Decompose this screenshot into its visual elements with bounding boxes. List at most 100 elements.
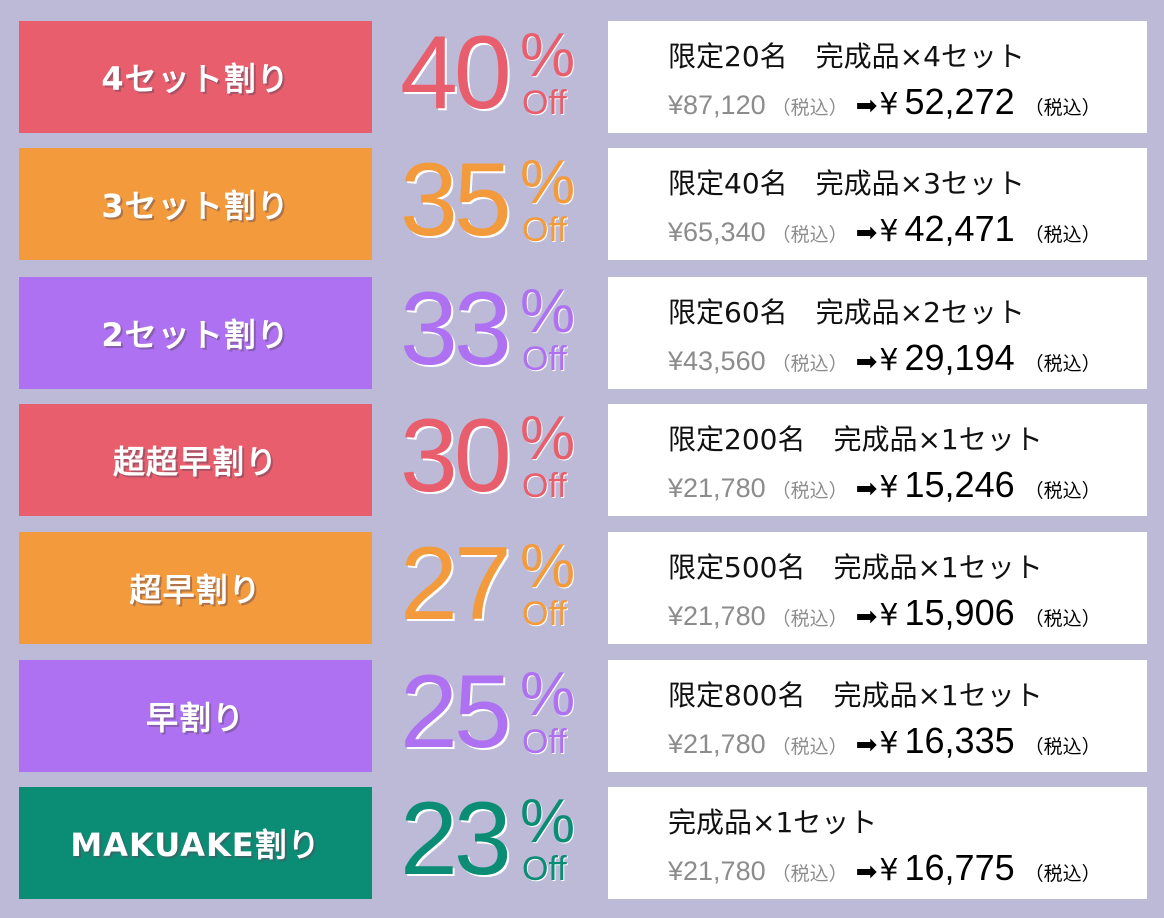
- percent-sign: %: [520, 787, 576, 856]
- limit-and-set: 完成品×1セット: [668, 806, 878, 839]
- discount-badge: 25 % Off: [395, 654, 595, 772]
- price-info-card: 限定40名 完成品×3セット ¥65,340 （税込） ➡ ¥ 42,471 （…: [608, 148, 1147, 260]
- limit-and-set: 限定60名 完成品×2セット: [668, 296, 1025, 329]
- arrow-right-icon: ➡: [855, 91, 878, 121]
- yen-sign: ¥: [879, 87, 899, 122]
- original-price: ¥21,780: [668, 856, 766, 886]
- percent-sign: %: [520, 660, 576, 729]
- discount-value: 40: [400, 15, 512, 131]
- discount-badge: 35 % Off: [395, 142, 595, 260]
- off-label: Off: [522, 467, 567, 505]
- yen-sign: ¥: [879, 343, 899, 378]
- sale-price: 16,775: [904, 847, 1015, 888]
- percent-sign: %: [520, 21, 576, 90]
- plan-label: MAKUAKE割り: [19, 787, 372, 899]
- price-info-card: 限定800名 完成品×1セット ¥21,780 （税込） ➡ ¥ 16,335 …: [608, 660, 1147, 772]
- yen-sign: ¥: [879, 726, 899, 761]
- original-price: ¥87,120: [668, 90, 766, 120]
- tax-included-note: （税込）: [771, 608, 848, 630]
- tax-included-note: （税込）: [771, 353, 848, 375]
- off-label: Off: [522, 340, 567, 378]
- price-info-card: 限定200名 完成品×1セット ¥21,780 （税込） ➡ ¥ 15,246 …: [608, 404, 1147, 516]
- tax-included-note: （税込）: [771, 97, 848, 119]
- discount-value: 33: [400, 271, 512, 387]
- limit-and-set: 限定20名 完成品×4セット: [668, 40, 1025, 73]
- arrow-right-icon: ➡: [855, 347, 878, 377]
- off-label: Off: [522, 723, 567, 761]
- yen-sign: ¥: [879, 853, 899, 888]
- tax-included-note: （税込）: [771, 224, 848, 246]
- percent-sign: %: [520, 404, 576, 473]
- yen-sign: ¥: [879, 214, 899, 249]
- arrow-right-icon: ➡: [855, 218, 878, 248]
- yen-sign: ¥: [879, 598, 899, 633]
- price-info-card: 限定20名 完成品×4セット ¥87,120 （税込） ➡ ¥ 52,272 （…: [608, 21, 1147, 133]
- plan-label: 超超早割り: [19, 404, 372, 516]
- limit-and-set: 限定500名 完成品×1セット: [668, 551, 1043, 584]
- pricing-row: 超超早割り 30 % Off 限定200名 完成品×1セット ¥21,780 （…: [0, 398, 1164, 516]
- sale-price: 15,246: [904, 464, 1015, 505]
- plan-label: 超早割り: [19, 532, 372, 644]
- arrow-right-icon: ➡: [855, 730, 878, 760]
- discount-badge: 23 % Off: [395, 781, 595, 899]
- sale-tax-included-note: （税込）: [1024, 97, 1101, 119]
- off-label: Off: [522, 850, 567, 888]
- original-price: ¥21,780: [668, 473, 766, 503]
- limit-and-set: 限定200名 完成品×1セット: [668, 423, 1043, 456]
- tax-included-note: （税込）: [771, 863, 848, 885]
- discount-badge: 30 % Off: [395, 398, 595, 516]
- sale-tax-included-note: （税込）: [1024, 224, 1101, 246]
- pricing-row: MAKUAKE割り 23 % Off 完成品×1セット ¥21,780 （税込）…: [0, 781, 1164, 899]
- price-line: ¥21,780 （税込） ➡ ¥ 16,335 （税込）: [668, 720, 1101, 762]
- tax-included-note: （税込）: [771, 480, 848, 502]
- discount-value: 30: [400, 398, 512, 514]
- sale-price: 42,471: [904, 208, 1015, 249]
- discount-badge: 33 % Off: [395, 271, 595, 389]
- percent-sign: %: [520, 532, 576, 601]
- arrow-right-icon: ➡: [855, 602, 878, 632]
- off-label: Off: [522, 595, 567, 633]
- sale-price: 15,906: [904, 592, 1015, 633]
- pricing-row: 4セット割り 40 % Off 限定20名 完成品×4セット ¥87,120 （…: [0, 15, 1164, 133]
- price-info-card: 完成品×1セット ¥21,780 （税込） ➡ ¥ 16,775 （税込）: [608, 787, 1147, 899]
- percent-sign: %: [520, 277, 576, 346]
- discount-value: 35: [400, 142, 512, 258]
- pricing-row: 2セット割り 33 % Off 限定60名 完成品×2セット ¥43,560 （…: [0, 271, 1164, 389]
- price-line: ¥65,340 （税込） ➡ ¥ 42,471 （税込）: [668, 208, 1101, 250]
- original-price: ¥21,780: [668, 601, 766, 631]
- discount-badge: 40 % Off: [395, 15, 595, 133]
- original-price: ¥65,340: [668, 217, 766, 247]
- original-price: ¥21,780: [668, 729, 766, 759]
- sale-tax-included-note: （税込）: [1024, 353, 1101, 375]
- sale-tax-included-note: （税込）: [1024, 736, 1101, 758]
- arrow-right-icon: ➡: [855, 474, 878, 504]
- sale-price: 52,272: [904, 81, 1015, 122]
- pricing-row: 超早割り 27 % Off 限定500名 完成品×1セット ¥21,780 （税…: [0, 526, 1164, 644]
- original-price: ¥43,560: [668, 346, 766, 376]
- discount-value: 23: [400, 781, 512, 897]
- tax-included-note: （税込）: [771, 736, 848, 758]
- pricing-row: 3セット割り 35 % Off 限定40名 完成品×3セット ¥65,340 （…: [0, 142, 1164, 260]
- discount-value: 25: [400, 654, 512, 770]
- percent-sign: %: [520, 148, 576, 217]
- discount-value: 27: [400, 526, 512, 642]
- price-line: ¥43,560 （税込） ➡ ¥ 29,194 （税込）: [668, 337, 1101, 379]
- price-info-card: 限定500名 完成品×1セット ¥21,780 （税込） ➡ ¥ 15,906 …: [608, 532, 1147, 644]
- pricing-row: 早割り 25 % Off 限定800名 完成品×1セット ¥21,780 （税込…: [0, 654, 1164, 772]
- price-info-card: 限定60名 完成品×2セット ¥43,560 （税込） ➡ ¥ 29,194 （…: [608, 277, 1147, 389]
- sale-tax-included-note: （税込）: [1024, 480, 1101, 502]
- off-label: Off: [522, 211, 567, 249]
- plan-label: 2セット割り: [19, 277, 372, 389]
- price-line: ¥21,780 （税込） ➡ ¥ 16,775 （税込）: [668, 847, 1101, 889]
- price-line: ¥87,120 （税込） ➡ ¥ 52,272 （税込）: [668, 81, 1101, 123]
- plan-label: 早割り: [19, 660, 372, 772]
- sale-price: 16,335: [904, 720, 1015, 761]
- yen-sign: ¥: [879, 470, 899, 505]
- price-line: ¥21,780 （税込） ➡ ¥ 15,246 （税込）: [668, 464, 1101, 506]
- limit-and-set: 限定800名 完成品×1セット: [668, 679, 1043, 712]
- limit-and-set: 限定40名 完成品×3セット: [668, 167, 1025, 200]
- sale-tax-included-note: （税込）: [1024, 863, 1101, 885]
- plan-label: 3セット割り: [19, 148, 372, 260]
- off-label: Off: [522, 84, 567, 122]
- sale-tax-included-note: （税込）: [1024, 608, 1101, 630]
